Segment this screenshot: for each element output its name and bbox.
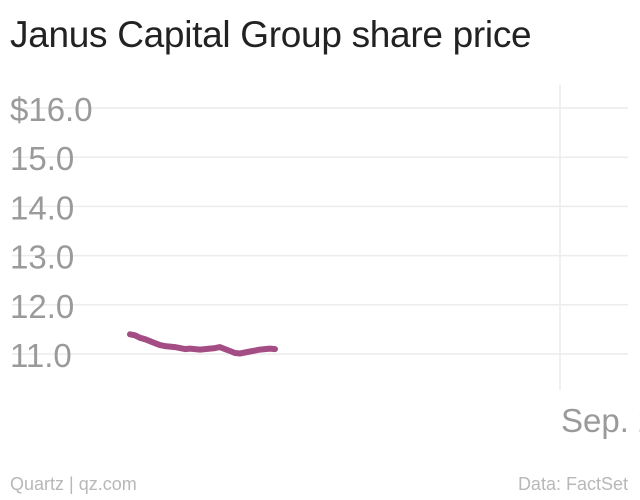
x-tick-label: Sep. 26 — [561, 402, 640, 439]
chart-title: Janus Capital Group share price — [10, 14, 532, 55]
y-tick-label: 14.0 — [10, 189, 74, 226]
y-tick-label: 13.0 — [10, 239, 74, 276]
source-credit: Quartz | qz.com — [10, 474, 137, 494]
data-source: Data: FactSet — [517, 474, 628, 494]
y-tick-label: $16.0 — [10, 91, 93, 128]
y-tick-label: 11.0 — [10, 337, 72, 374]
price-line-segment — [127, 331, 278, 357]
y-tick-label: 12.0 — [10, 288, 74, 325]
y-tick-label: 15.0 — [10, 140, 74, 177]
